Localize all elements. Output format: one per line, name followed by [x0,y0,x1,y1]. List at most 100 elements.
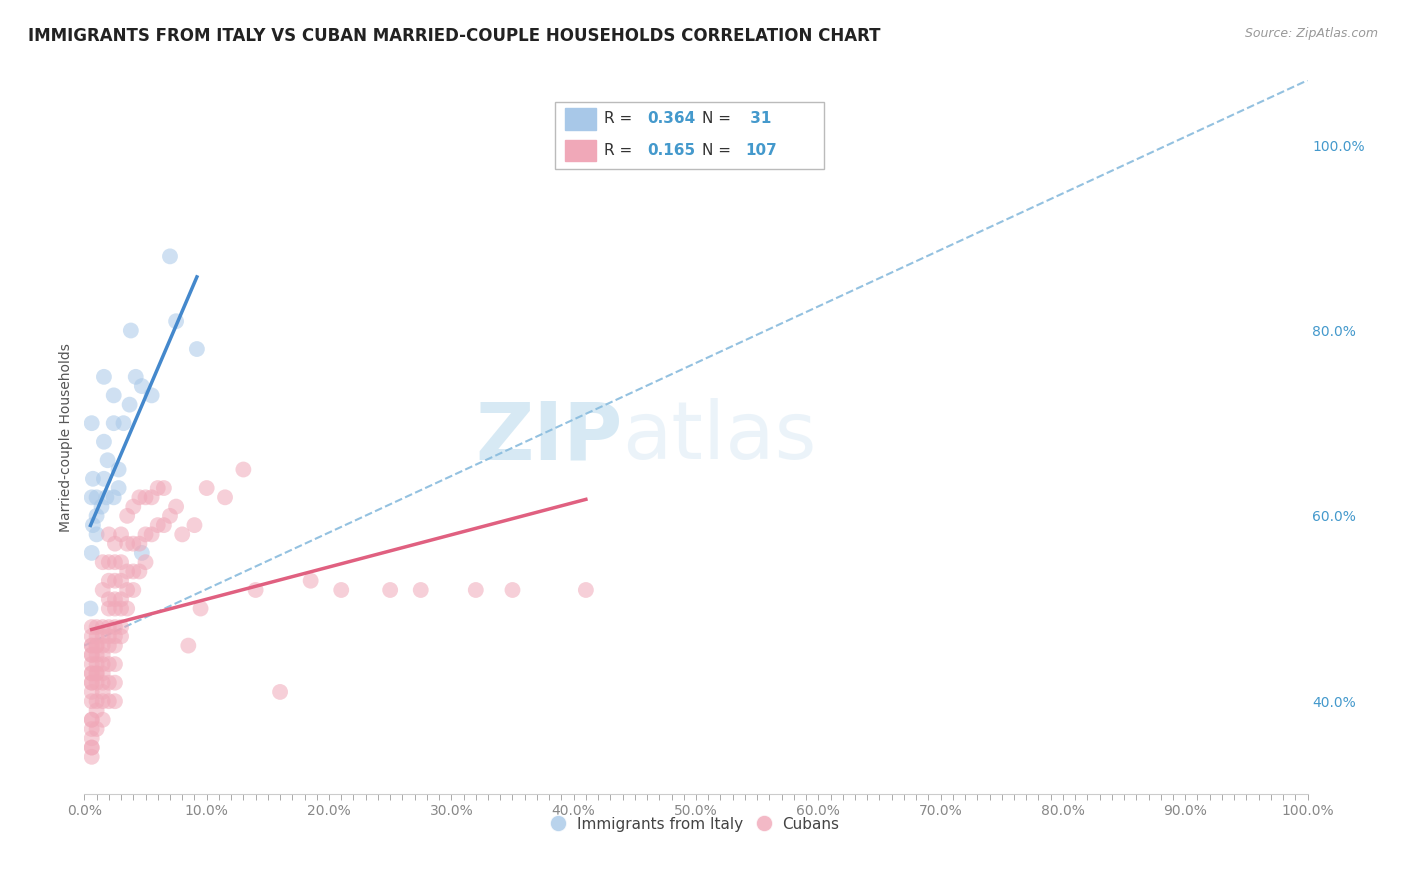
Point [97,592,120,607]
Point [104,536,127,550]
Point [104,639,127,653]
Point [80,666,103,681]
Point [575,582,598,597]
Text: 107: 107 [745,143,776,158]
Point [135,491,157,505]
Point [186,342,208,356]
Text: IMMIGRANTS FROM ITALY VS CUBAN MARRIED-COUPLE HOUSEHOLDS CORRELATION CHART: IMMIGRANTS FROM ITALY VS CUBAN MARRIED-C… [28,27,880,45]
Point [104,574,127,588]
Point [104,620,127,634]
Text: 0.364: 0.364 [647,112,696,127]
Bar [565,139,596,161]
Point [91,629,114,643]
Point [80,416,103,430]
Point [103,388,125,402]
Point [80,666,103,681]
Point [86,629,108,643]
Point [135,555,157,569]
Point [135,527,157,541]
Point [86,491,108,505]
Point [82,518,104,533]
Point [86,722,108,736]
Point [97,601,120,615]
Point [80,491,103,505]
Point [128,536,150,550]
Point [80,648,103,662]
Point [153,481,176,495]
Point [80,713,103,727]
Point [131,546,153,560]
Point [97,453,120,467]
Point [110,527,132,541]
Point [195,481,218,495]
Text: R =: R = [605,112,637,127]
Point [80,685,103,699]
Point [115,508,138,523]
Point [80,648,103,662]
Point [86,648,108,662]
Point [80,722,103,736]
Point [86,508,108,523]
Point [232,462,254,476]
Point [115,601,138,615]
Point [122,500,145,514]
Point [80,694,103,708]
Point [80,675,103,690]
Point [97,620,120,634]
Point [146,481,169,495]
Point [183,518,205,533]
Legend: Immigrants from Italy, Cubans: Immigrants from Italy, Cubans [544,809,848,839]
Point [91,620,114,634]
Text: N =: N = [702,112,735,127]
Point [128,491,150,505]
Point [125,369,148,384]
FancyBboxPatch shape [555,102,824,169]
Point [107,462,129,476]
Point [115,565,138,579]
Point [103,491,125,505]
Point [80,731,103,746]
Bar [565,108,596,129]
Point [107,481,129,495]
Point [80,620,103,634]
Point [80,675,103,690]
Point [104,555,127,569]
Point [86,527,108,541]
Point [104,629,127,643]
Point [115,582,138,597]
Point [159,249,181,263]
Text: 0.165: 0.165 [647,143,695,158]
Text: R =: R = [605,143,643,158]
Point [80,629,103,643]
Point [122,536,145,550]
Point [97,555,120,569]
Point [190,601,212,615]
Point [80,657,103,672]
Point [91,675,114,690]
Point [86,639,108,653]
Point [299,574,322,588]
Point [115,536,138,550]
Point [91,657,114,672]
Point [90,500,112,514]
Point [91,666,114,681]
Point [80,639,103,653]
Point [80,749,103,764]
Point [146,518,169,533]
Point [86,666,108,681]
Point [214,491,236,505]
Point [128,565,150,579]
Text: N =: N = [702,143,731,158]
Point [86,620,108,634]
Point [86,657,108,672]
Point [380,582,402,597]
Point [86,694,108,708]
Point [97,639,120,653]
Point [122,565,145,579]
Point [141,388,163,402]
Point [165,500,187,514]
Point [131,379,153,393]
Point [141,527,163,541]
Point [104,657,127,672]
Point [91,555,114,569]
